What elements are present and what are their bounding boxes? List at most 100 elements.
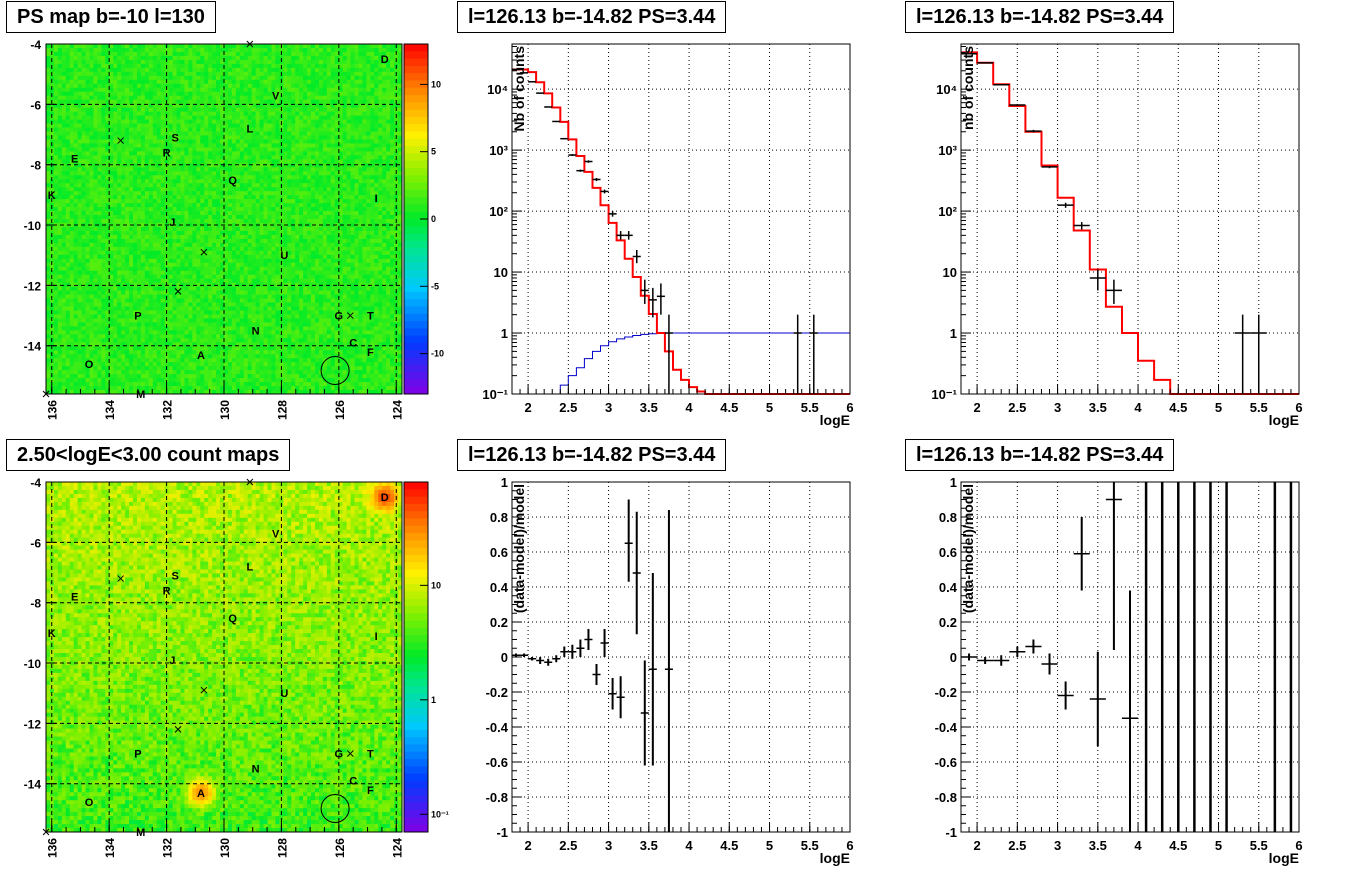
heatmap-cell [148, 234, 154, 240]
heatmap-cell [251, 290, 257, 295]
heatmap-cell [251, 330, 257, 335]
heatmap-cell [204, 362, 209, 367]
heatmap-cell [192, 270, 197, 276]
heatmap-cell [148, 362, 154, 367]
heatmap-cell [136, 358, 142, 363]
heatmap-cell [188, 63, 193, 69]
heatmap-cell [148, 79, 154, 85]
heatmap-cell [259, 123, 264, 128]
heatmap-cell [65, 382, 71, 387]
heatmap-cell [152, 322, 158, 327]
heatmap-cell [85, 159, 90, 164]
heatmap-cell [196, 334, 201, 339]
heatmap-cell [121, 139, 126, 144]
heatmap-cell [117, 55, 122, 61]
heatmap-cell [53, 147, 59, 152]
heatmap-cell [180, 382, 185, 387]
heatmap-cell [239, 318, 245, 323]
heatmap-cell [239, 390, 245, 395]
heatmap-cell [239, 67, 245, 73]
heatmap-cell [65, 322, 71, 327]
heatmap-cell [109, 51, 114, 57]
heatmap-cell [204, 230, 209, 236]
heatmap-cell [267, 258, 272, 264]
heatmap-cell [77, 266, 82, 272]
heatmap-cell [53, 99, 59, 105]
heatmap-cell [208, 167, 213, 172]
heatmap-cell [156, 342, 162, 347]
heatmap-cell [85, 330, 90, 335]
heatmap-cell [208, 187, 213, 192]
heatmap-cell [53, 115, 59, 120]
heatmap-cell [180, 350, 185, 355]
heatmap-cell [243, 294, 249, 299]
heatmap-cell [69, 87, 75, 93]
heatmap-cell [117, 338, 122, 343]
heatmap-cell [239, 278, 245, 284]
heatmap-cell [204, 378, 209, 383]
heatmap-cell [235, 103, 241, 109]
heatmap-cell [204, 370, 209, 375]
heatmap-cell [109, 79, 114, 85]
heatmap-cell [49, 139, 55, 144]
heatmap-cell [259, 250, 264, 256]
heatmap-cell [224, 139, 229, 144]
heatmap-cell [65, 139, 71, 144]
heatmap-cell [168, 163, 173, 168]
heatmap-cell [97, 278, 102, 284]
heatmap-cell [81, 378, 86, 383]
heatmap-cell [129, 266, 134, 272]
heatmap-cell [152, 211, 158, 216]
heatmap-cell [196, 91, 201, 97]
heatmap-cell [180, 83, 185, 89]
heatmap-cell [255, 163, 260, 168]
heatmap-cell [196, 250, 201, 256]
heatmap-cell [77, 131, 82, 136]
heatmap-cell [188, 59, 193, 65]
heatmap-cell [243, 334, 249, 339]
heatmap-cell [125, 107, 130, 113]
heatmap-cell [176, 386, 181, 391]
heatmap-cell [239, 51, 245, 57]
heatmap-cell [81, 71, 86, 77]
heatmap-cell [144, 131, 150, 136]
heatmap-cell [243, 362, 249, 367]
heatmap-cell [172, 103, 177, 109]
heatmap-cell [184, 286, 189, 291]
heatmap-cell [121, 386, 126, 391]
heatmap-cell [156, 326, 162, 331]
heatmap-cell [224, 222, 229, 228]
heatmap-cell [168, 366, 173, 371]
heatmap-cell [227, 127, 233, 132]
heatmap-cell [69, 139, 75, 144]
heatmap-cell [148, 103, 154, 109]
heatmap-cell [224, 127, 229, 132]
heatmap-cell [208, 350, 213, 355]
heatmap-cell [156, 215, 162, 220]
heatmap-cell [97, 55, 102, 61]
heatmap-cell [224, 47, 229, 53]
heatmap-cell [117, 151, 122, 156]
heatmap-cell [89, 91, 94, 97]
heatmap-cell [220, 67, 225, 73]
heatmap-cell [192, 63, 197, 69]
heatmap-cell [172, 310, 177, 315]
heatmap-cell [255, 322, 260, 327]
heatmap-cell [133, 203, 138, 208]
heatmap-cell [65, 298, 71, 303]
heatmap-cell [61, 246, 67, 252]
heatmap-cell [148, 191, 154, 196]
heatmap-cell [227, 99, 233, 105]
heatmap-cell [93, 226, 98, 232]
heatmap-cell [156, 199, 162, 204]
heatmap-cell [231, 175, 237, 180]
heatmap-cell [188, 44, 193, 49]
heatmap-cell [81, 326, 86, 331]
heatmap-cell [105, 47, 110, 53]
heatmap-cell [144, 135, 150, 140]
heatmap-cell [192, 219, 197, 224]
heatmap-cell [109, 350, 114, 355]
heatmap-cell [101, 119, 106, 124]
heatmap-cell [212, 215, 217, 220]
heatmap-cell [263, 139, 268, 144]
